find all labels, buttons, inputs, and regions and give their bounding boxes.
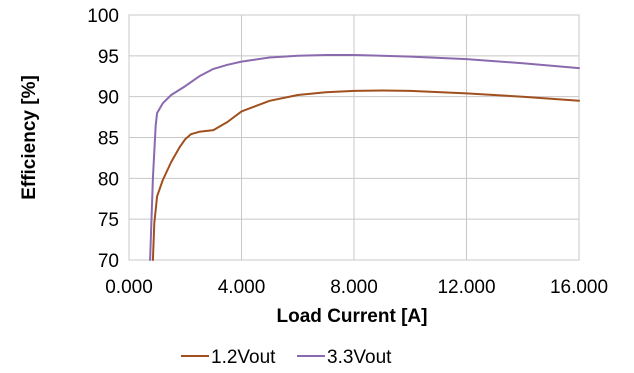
y-tick-label: 75	[98, 210, 119, 231]
plot-area	[128, 14, 580, 261]
x-tick-label: 4.000	[218, 277, 266, 298]
y-tick-label: 85	[98, 129, 119, 150]
y-axis-title: Efficiency [%]	[19, 75, 40, 200]
x-axis-title: Load Current [A]	[277, 306, 428, 327]
series-line-1-2vout	[151, 89, 580, 261]
y-tick-label: 95	[98, 47, 119, 68]
y-axis-ticks: 70 75 80 85 90 95 100	[87, 6, 119, 272]
y-tick-label: 70	[98, 251, 119, 272]
x-tick-label: 8.000	[330, 277, 378, 298]
legend: 1.2Vout 3.3Vout	[181, 347, 392, 368]
x-tick-label: 12.000	[437, 277, 495, 298]
y-tick-label: 90	[98, 88, 119, 109]
y-tick-label: 80	[98, 169, 119, 190]
y-tick-label: 100	[87, 6, 119, 27]
series-line-3-3vout	[149, 54, 580, 261]
legend-label: 3.3Vout	[327, 347, 392, 368]
x-tick-label: 16.000	[550, 277, 608, 298]
grid	[128, 14, 580, 261]
series-lines	[149, 54, 580, 261]
legend-label: 1.2Vout	[211, 347, 276, 368]
x-tick-label: 0.000	[105, 277, 153, 298]
x-axis-ticks: 0.000 4.000 8.000 12.000 16.000	[105, 277, 608, 298]
